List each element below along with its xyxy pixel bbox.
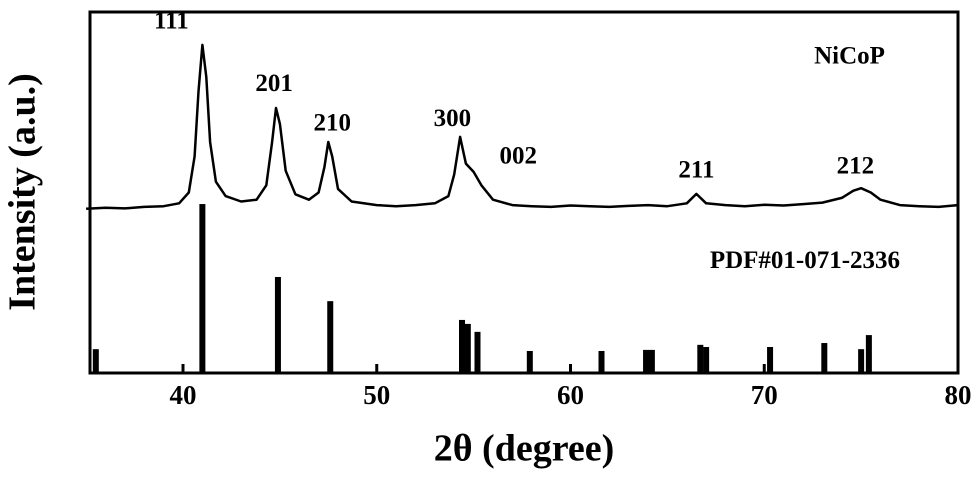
x-tick-label: 80 [945, 380, 972, 410]
x-tick-label: 60 [557, 380, 584, 410]
reference-stick [858, 349, 865, 373]
reference-stick [648, 349, 655, 373]
annotation: PDF#01-071-2336 [710, 247, 900, 274]
annotation: 201 [255, 70, 293, 97]
y-axis-label: Intensity (a.u.) [2, 73, 44, 311]
reference-stick [598, 350, 605, 373]
reference-stick [703, 347, 710, 373]
reference-stick [274, 276, 281, 373]
annotation: 211 [678, 157, 714, 184]
annotation: 210 [313, 110, 351, 137]
reference-stick [327, 301, 334, 373]
annotation: 300 [434, 105, 472, 132]
reference-stick [643, 349, 650, 373]
x-axis-label: 2θ (degree) [434, 428, 615, 470]
reference-stick [767, 347, 774, 373]
reference-stick [474, 331, 481, 373]
reference-stick [821, 343, 828, 373]
annotation: 212 [837, 153, 875, 180]
reference-stick [697, 344, 704, 373]
reference-stick [199, 204, 206, 373]
annotation: 002 [499, 143, 537, 170]
pattern-line [86, 43, 959, 210]
reference-stick [459, 319, 465, 373]
annotation: 111 [154, 8, 189, 35]
reference-stick [464, 323, 471, 373]
reference-stick [865, 335, 872, 373]
annotation: NiCoP [814, 43, 885, 70]
x-tick-label: 70 [751, 380, 778, 410]
reference-stick [526, 350, 533, 373]
x-tick-label: 40 [170, 380, 197, 410]
x-tick-label: 50 [363, 380, 390, 410]
reference-stick [92, 349, 99, 373]
plot-frame [88, 10, 960, 375]
